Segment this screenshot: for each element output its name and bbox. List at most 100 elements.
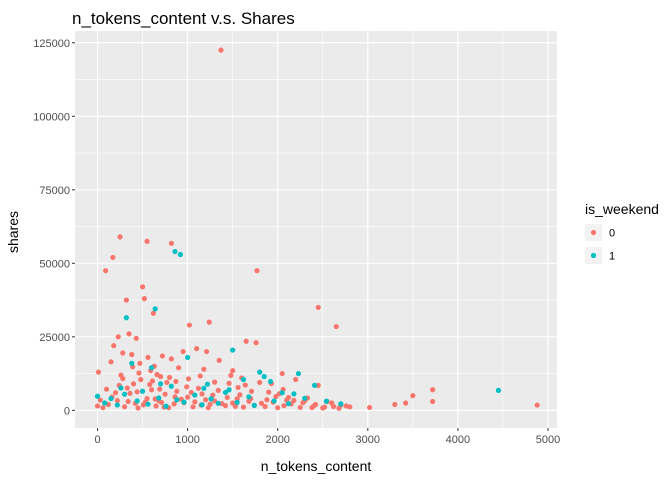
data-point: [130, 381, 137, 387]
data-point: [367, 404, 373, 411]
data-point: [251, 402, 257, 408]
data-point: [392, 401, 398, 408]
data-point: [174, 397, 180, 403]
x-axis-ticks: 0 1000 2000 3000 4000 5000: [94, 428, 560, 446]
data-point: [185, 354, 191, 361]
series-1-points: [94, 248, 502, 409]
data-point: [136, 370, 142, 376]
data-point: [257, 369, 263, 375]
data-point: [309, 405, 315, 411]
data-point: [201, 385, 207, 391]
data-point: [174, 388, 180, 394]
data-point: [156, 395, 162, 401]
data-point: [118, 385, 124, 391]
data-point: [199, 402, 205, 408]
data-point: [133, 335, 139, 341]
data-point: [166, 374, 173, 381]
data-point: [150, 310, 156, 316]
data-point: [184, 384, 190, 390]
data-point: [410, 393, 416, 399]
x-tick-label: 0: [94, 434, 100, 446]
data-point: [177, 251, 184, 258]
data-point: [139, 284, 146, 290]
data-point: [188, 389, 194, 396]
data-point: [262, 403, 268, 410]
data-point: [112, 390, 119, 396]
data-point: [145, 401, 151, 407]
data-point: [153, 403, 159, 409]
data-point: [180, 348, 186, 355]
data-point: [257, 379, 263, 386]
data-point: [126, 331, 132, 337]
data-point: [279, 370, 285, 377]
data-point: [120, 350, 126, 356]
data-point: [111, 343, 117, 349]
data-point: [295, 370, 302, 377]
data-point: [258, 400, 265, 406]
data-point: [120, 375, 126, 382]
data-point: [157, 381, 164, 387]
data-point: [264, 397, 270, 403]
data-point: [203, 348, 210, 355]
data-point: [271, 398, 277, 404]
data-point: [234, 399, 240, 406]
data-point: [149, 378, 156, 384]
data-point: [430, 398, 436, 405]
data-point: [218, 47, 224, 53]
y-tick-label: 125000: [33, 38, 70, 50]
chart-title: n_tokens_content v.s. Shares: [72, 9, 295, 28]
data-point: [185, 376, 192, 382]
x-tick-label: 1000: [175, 434, 199, 446]
data-point: [336, 405, 342, 411]
data-point: [100, 405, 106, 411]
x-axis-title: n_tokens_content: [261, 458, 372, 474]
data-point: [291, 397, 297, 403]
data-point: [261, 373, 267, 380]
data-point: [240, 404, 247, 410]
data-point: [114, 402, 120, 408]
data-point: [94, 403, 101, 409]
legend: is_weekend 0 1: [585, 201, 659, 264]
data-point: [168, 240, 174, 246]
data-point: [137, 360, 143, 366]
y-tick-label: 100000: [33, 111, 70, 123]
data-point: [333, 323, 339, 330]
data-point: [297, 404, 303, 411]
data-point: [163, 403, 169, 409]
data-point: [228, 372, 234, 378]
data-point: [123, 315, 129, 321]
data-point: [430, 387, 436, 393]
data-point: [159, 353, 165, 359]
data-point: [108, 359, 114, 365]
data-point: [291, 391, 297, 397]
data-point: [164, 379, 170, 386]
x-tick-label: 2000: [265, 434, 289, 446]
data-point: [138, 376, 144, 383]
x-tick-label: 5000: [536, 434, 560, 446]
data-point: [195, 385, 202, 391]
data-point: [103, 386, 110, 392]
data-point: [186, 322, 193, 328]
data-point: [162, 391, 168, 397]
data-point: [266, 389, 272, 395]
data-point: [97, 397, 103, 403]
data-point: [135, 405, 141, 411]
data-point: [216, 357, 222, 363]
data-point: [125, 398, 131, 405]
x-tick-label: 3000: [356, 434, 380, 446]
data-point: [330, 403, 337, 410]
data-point: [215, 400, 221, 406]
data-point: [343, 403, 349, 409]
data-point: [246, 398, 252, 404]
data-point: [103, 268, 109, 274]
data-point: [94, 393, 101, 399]
y-tick-label: 75000: [39, 185, 70, 197]
data-point: [285, 400, 292, 407]
data-point: [275, 405, 281, 411]
data-point: [129, 351, 135, 358]
data-point: [246, 394, 252, 400]
data-point: [139, 388, 146, 394]
data-point: [176, 365, 182, 371]
data-point: [147, 381, 153, 388]
data-point: [254, 268, 260, 274]
